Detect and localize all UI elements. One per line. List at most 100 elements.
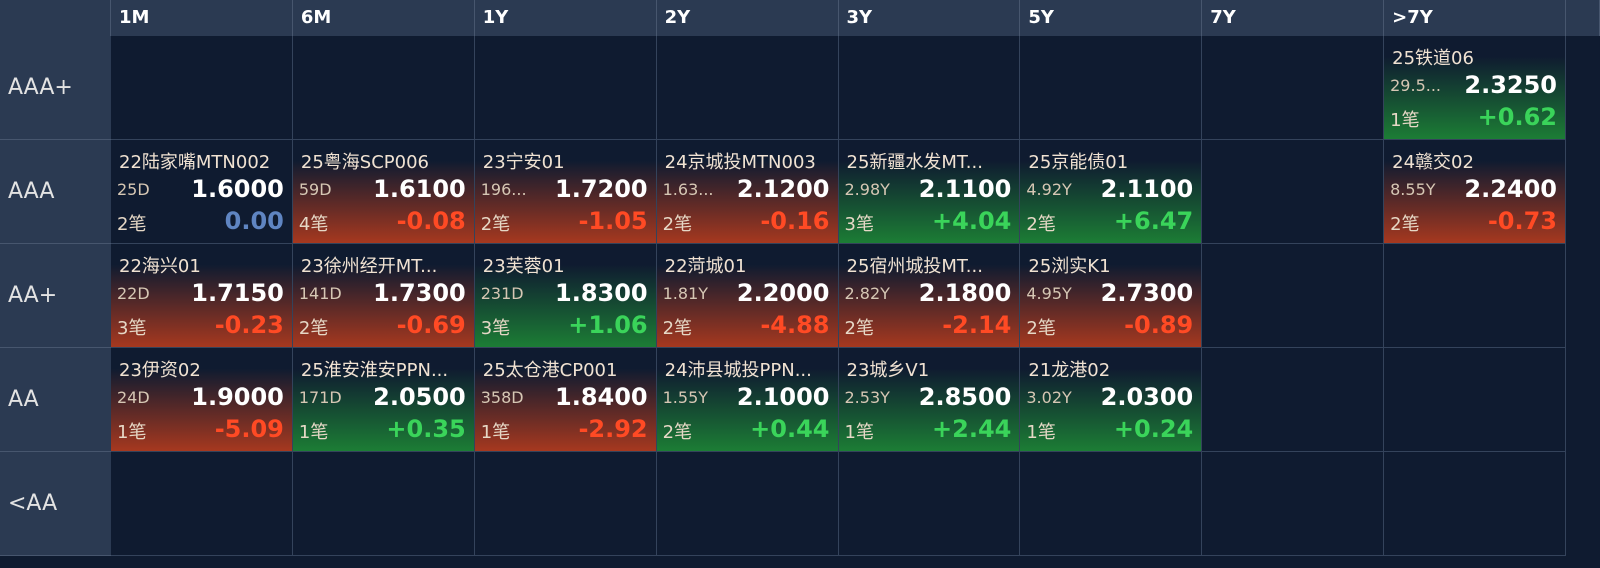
bond-name: 21龙港02 (1028, 360, 1111, 381)
bond-name: 25京能债01 (1028, 152, 1129, 173)
bond-name: 25太仓港CP001 (482, 360, 618, 381)
bond-term: 231D (480, 284, 524, 303)
price-change: -5.09 (214, 415, 284, 443)
trade-count: 1笔 (117, 422, 147, 443)
trade-count: 3笔 (117, 318, 147, 339)
bond-name: 24赣交02 (1392, 152, 1474, 173)
bond-cell[interactable]: 24赣交02 8.55Y 2.2400 2笔 -0.73 (1384, 140, 1566, 244)
trade-count: 2笔 (1026, 318, 1056, 339)
price-change: +2.44 (932, 415, 1012, 443)
price-change: +6.47 (1113, 207, 1194, 235)
bond-cell[interactable]: 22海兴01 22D 1.7150 3笔 -0.23 (111, 244, 293, 348)
bond-price: 2.3250 (1464, 71, 1557, 99)
bond-price: 2.2000 (736, 279, 830, 307)
row-label: AA+ (0, 244, 111, 348)
bond-name: 23徐州经开MT... (300, 256, 438, 277)
price-change: +1.06 (568, 311, 648, 339)
bond-price: 1.7150 (191, 279, 284, 307)
bond-cell[interactable]: 23城乡V1 2.53Y 2.8500 1笔 +2.44 (838, 348, 1021, 452)
trade-count: 2笔 (117, 214, 147, 235)
empty-cell (292, 452, 475, 556)
empty-cell (1202, 244, 1385, 348)
bond-cell[interactable]: 24京城投MTN003 1.63... 2.1200 2笔 -0.16 (656, 140, 839, 244)
empty-cell (1202, 36, 1385, 140)
row-label: AA (0, 348, 111, 452)
bond-price: 2.1100 (1100, 175, 1194, 203)
bond-cell[interactable]: 25铁道06 29.5... 2.3250 1笔 +0.62 (1384, 36, 1566, 140)
bond-cell[interactable]: 25浏实K1 4.95Y 2.7300 2笔 -0.89 (1020, 244, 1203, 348)
bond-price: 2.1200 (736, 175, 830, 203)
bond-cell[interactable]: 25宿州城投MT... 2.82Y 2.1800 2笔 -2.14 (838, 244, 1021, 348)
price-change: -0.08 (396, 207, 466, 235)
bond-cell[interactable]: 25太仓港CP001 358D 1.8400 1笔 -2.92 (474, 348, 657, 452)
bond-name: 24京城投MTN003 (664, 152, 816, 173)
bond-cell[interactable]: 25新疆水发MT... 2.98Y 2.1100 3笔 +4.04 (838, 140, 1021, 244)
empty-cell (1202, 140, 1385, 244)
bond-cell[interactable]: 23宁安01 196... 1.7200 2笔 -1.05 (474, 140, 657, 244)
bond-cell[interactable]: 22陆家嘴MTN002 25D 1.6000 2笔 0.00 (111, 140, 293, 244)
column-header: 2Y (656, 0, 839, 36)
trade-count: 2笔 (298, 318, 329, 339)
bond-term: 358D (480, 388, 524, 407)
trade-count: 1笔 (1026, 422, 1056, 443)
price-change: -1.05 (578, 207, 648, 235)
trade-count: 2笔 (844, 318, 874, 339)
row-label: <AA (0, 452, 111, 556)
empty-cell (111, 452, 293, 556)
bond-price: 2.1800 (918, 279, 1012, 307)
price-change: -0.23 (214, 311, 284, 339)
trade-count: 2笔 (662, 318, 693, 339)
bond-price: 1.7200 (555, 175, 648, 203)
bond-cell[interactable]: 25粤海SCP006 59D 1.6100 4笔 -0.08 (292, 140, 475, 244)
bond-name: 23芙蓉01 (482, 256, 565, 277)
empty-cell (838, 452, 1021, 556)
price-change: -2.92 (578, 415, 648, 443)
trade-count: 3笔 (844, 214, 874, 235)
bond-term: 171D (298, 388, 342, 407)
bond-price: 1.7300 (373, 279, 466, 307)
bond-term: 24D (117, 388, 150, 407)
bond-term: 4.95Y (1026, 284, 1072, 303)
price-change: -0.89 (1124, 311, 1194, 339)
bond-term: 2.82Y (844, 284, 890, 303)
bond-name: 23宁安01 (482, 152, 565, 173)
price-change: +4.04 (932, 207, 1012, 235)
column-header: 7Y (1202, 0, 1385, 36)
empty-cell (656, 452, 839, 556)
trade-count: 1笔 (844, 422, 874, 443)
bond-price: 2.0500 (373, 383, 466, 411)
row-label: AAA (0, 140, 111, 244)
price-change: +0.24 (1113, 415, 1194, 443)
column-header: >7Y (1384, 0, 1566, 36)
bond-name: 25粤海SCP006 (300, 152, 429, 173)
bond-name: 24沛县城投PPN... (664, 360, 812, 381)
bond-term: 1.63... (662, 180, 714, 199)
bond-cell[interactable]: 21龙港02 3.02Y 2.0300 1笔 +0.24 (1020, 348, 1203, 452)
bond-cell[interactable]: 25淮安淮安PPN... 171D 2.0500 1笔 +0.35 (292, 348, 475, 452)
bond-name: 22陆家嘴MTN002 (119, 152, 271, 173)
bond-price: 2.1000 (736, 383, 830, 411)
price-change: -0.69 (396, 311, 466, 339)
empty-cell (656, 36, 839, 140)
trade-count: 1笔 (480, 422, 511, 443)
bond-cell[interactable]: 23伊资02 24D 1.9000 1笔 -5.09 (111, 348, 293, 452)
bond-name: 23伊资02 (119, 360, 201, 381)
bond-cell[interactable]: 24沛县城投PPN... 1.55Y 2.1000 2笔 +0.44 (656, 348, 839, 452)
bond-price: 2.0300 (1100, 383, 1194, 411)
trade-count: 2笔 (480, 214, 511, 235)
bond-name: 25新疆水发MT... (846, 152, 983, 173)
bond-cell[interactable]: 23芙蓉01 231D 1.8300 3笔 +1.06 (474, 244, 657, 348)
empty-cell (838, 36, 1021, 140)
bond-term: 3.02Y (1026, 388, 1072, 407)
column-header: 5Y (1020, 0, 1203, 36)
bond-cell[interactable]: 25京能债01 4.92Y 2.1100 2笔 +6.47 (1020, 140, 1203, 244)
empty-cell (1202, 348, 1385, 452)
bond-name: 23城乡V1 (846, 360, 930, 381)
bond-cell[interactable]: 22菏城01 1.81Y 2.2000 2笔 -4.88 (656, 244, 839, 348)
bond-cell[interactable]: 23徐州经开MT... 141D 1.7300 2笔 -0.69 (292, 244, 475, 348)
empty-cell (1384, 348, 1566, 452)
column-header: 3Y (838, 0, 1021, 36)
bond-price: 2.7300 (1100, 279, 1194, 307)
price-change: -0.16 (760, 207, 830, 235)
